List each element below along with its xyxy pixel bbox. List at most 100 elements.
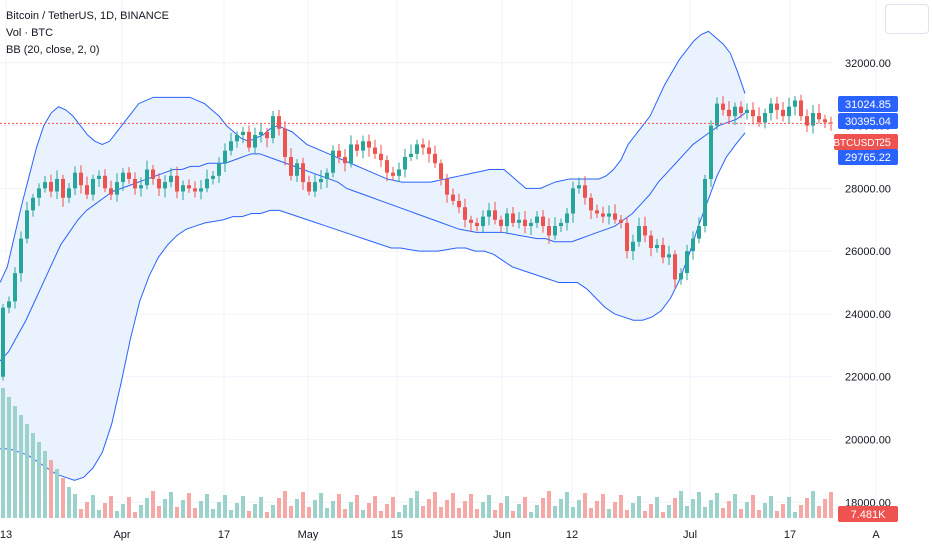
volume-bar [469, 494, 473, 518]
volume-bar [163, 499, 167, 518]
candle-body [7, 301, 11, 308]
candle-body [403, 156, 407, 170]
volume-bar [43, 451, 47, 518]
candle-body [277, 116, 281, 129]
candle-body [415, 144, 419, 154]
candle-body [37, 188, 41, 198]
volume-bar [157, 506, 161, 518]
x-tick-label: 13 [0, 529, 12, 541]
volume-bar [187, 493, 191, 518]
price-label: 30395.04 [845, 116, 891, 128]
x-tick-label: Apr [113, 529, 130, 541]
volume-bar [433, 492, 437, 518]
chart-settings-button[interactable] [885, 4, 929, 34]
volume-bar [385, 504, 389, 518]
volume-bar [475, 509, 479, 518]
volume-bar [649, 504, 653, 518]
volume-bar [127, 497, 131, 518]
candle-body [619, 219, 623, 223]
volume-bar [337, 494, 341, 518]
volume-bar [349, 502, 353, 518]
candle-body [769, 103, 773, 114]
volume-bar [733, 494, 737, 518]
volume-bar [547, 491, 551, 518]
volume-bar [667, 505, 671, 518]
x-tick-label: Jul [683, 529, 697, 541]
candle-body [811, 113, 815, 126]
y-tick-label: 28000.00 [845, 183, 891, 195]
candle-body [727, 109, 731, 117]
bollinger-indicator-label: BB (20, close, 2, 0) [6, 44, 100, 56]
candle-body [235, 134, 239, 142]
candle-body [481, 216, 485, 227]
candle-body [211, 175, 215, 179]
candle-body [397, 169, 401, 176]
candle-body [661, 244, 665, 258]
volume-bar [211, 509, 215, 518]
volume-bar [511, 511, 515, 518]
volume-bar [613, 502, 617, 518]
volume-bar [133, 512, 137, 518]
volume-bar [283, 491, 287, 518]
candle-body [739, 106, 743, 114]
volume-bar [481, 502, 485, 518]
candle-body [379, 153, 383, 161]
candle-body [355, 144, 359, 151]
candle-body [163, 182, 167, 189]
volume-bar [523, 497, 527, 518]
volume-bar [751, 495, 755, 518]
volume-bar [823, 499, 827, 518]
volume-bar [85, 502, 89, 518]
x-tick-label: May [298, 529, 319, 541]
candle-body [685, 251, 689, 274]
candle-body [139, 185, 143, 189]
volume-bar [145, 498, 149, 518]
volume-bar [517, 504, 521, 518]
candle-body [571, 188, 575, 214]
candle-body [223, 150, 227, 164]
volume-bar [535, 505, 539, 518]
candle-body [427, 147, 431, 154]
candle-body [721, 103, 725, 110]
candle-body [19, 238, 23, 274]
volume-bar [571, 507, 575, 518]
candle-body [97, 175, 101, 179]
volume-bar [451, 493, 455, 518]
candle-body [61, 178, 65, 198]
candle-body [295, 163, 299, 176]
volume-indicator-label: Vol · BTC [6, 27, 54, 39]
candle-body [115, 182, 119, 195]
volume-bar [829, 492, 833, 518]
volume-bar [115, 511, 119, 518]
volume-bar [739, 509, 743, 518]
candle-body [559, 222, 563, 227]
candle-body [763, 113, 767, 123]
candle-body [649, 235, 653, 249]
volume-bar [769, 496, 773, 518]
candle-body [151, 169, 155, 179]
volume-bar [1, 388, 5, 518]
candle-body [451, 194, 455, 201]
volume-bar [709, 500, 713, 518]
candle-body [421, 144, 425, 148]
candle-body [457, 200, 461, 208]
candle-body [367, 141, 371, 148]
candle-body [691, 238, 695, 252]
candle-body [757, 116, 761, 123]
price-labels: 31024.8530395.0430070.2529765.22BTCUSDT7… [833, 96, 898, 522]
volume-bar [607, 509, 611, 518]
volume-bar [403, 505, 407, 518]
candle-body [391, 172, 395, 176]
volume-bar [619, 495, 623, 518]
candle-body [655, 244, 659, 249]
candle-body [253, 134, 257, 148]
x-tick-label: 17 [784, 529, 796, 541]
price-label-bg [838, 113, 898, 129]
y-tick-label: 26000.00 [845, 246, 891, 258]
volume-bar [379, 511, 383, 518]
volume-bar [463, 501, 467, 518]
volume-bar [601, 494, 605, 518]
volume-bar [277, 498, 281, 518]
volume-bar [325, 508, 329, 518]
